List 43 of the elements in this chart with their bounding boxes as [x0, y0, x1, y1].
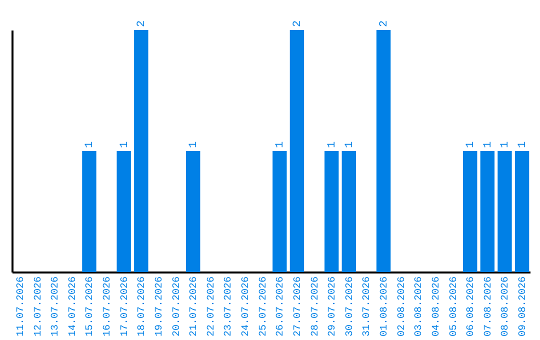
x-tick-label: 23.07.2026: [224, 276, 235, 337]
data-label: 1: [517, 141, 530, 148]
data-label: 1: [344, 141, 356, 148]
data-label: 2: [136, 20, 148, 27]
x-tick-label: 07.08.2026: [483, 276, 494, 337]
data-label: 1: [500, 141, 512, 148]
x-tick-label: 29.07.2026: [328, 276, 339, 337]
x-tick-label: 04.08.2026: [431, 276, 442, 337]
x-tick-label: 24.07.2026: [241, 276, 252, 337]
data-label: 1: [482, 141, 494, 148]
x-tick-label: 27.07.2026: [292, 276, 304, 337]
data-label: 2: [378, 20, 391, 27]
x-tick-label: 17.07.2026: [120, 276, 131, 337]
x-tick-label: 03.08.2026: [414, 276, 426, 337]
x-tick-label: 28.07.2026: [310, 276, 322, 337]
x-tick-label: 11.07.2026: [16, 276, 27, 337]
x-tick-label: 16.07.2026: [102, 276, 114, 337]
x-tick-label: 05.08.2026: [448, 276, 460, 337]
x-tick-label: 01.08.2026: [380, 276, 391, 337]
x-tick-label: 21.07.2026: [189, 276, 200, 337]
x-tick-label: 30.07.2026: [344, 276, 356, 337]
data-label: 1: [84, 141, 96, 148]
x-tick-label: 09.08.2026: [518, 276, 530, 337]
x-tick-label: 20.07.2026: [172, 276, 183, 337]
data-label: 1: [118, 141, 131, 148]
data-label: 1: [274, 141, 287, 148]
x-tick-label: 31.07.2026: [362, 276, 374, 337]
x-tick-label: 18.07.2026: [137, 276, 148, 337]
x-tick-label: 15.07.2026: [85, 276, 96, 337]
x-tick-label: 26.07.2026: [276, 276, 287, 337]
x-tick-label: 19.07.2026: [154, 276, 166, 337]
x-tick-label: 22.07.2026: [206, 276, 218, 337]
x-tick-label: 25.07.2026: [258, 276, 270, 337]
x-tick-label: 06.08.2026: [466, 276, 478, 337]
x-tick-label: 13.07.2026: [50, 276, 62, 337]
x-tick-label: 02.08.2026: [396, 276, 408, 337]
data-label: 2: [292, 20, 304, 27]
data-label: 1: [465, 141, 478, 148]
data-label: 1: [326, 141, 339, 148]
data-label: 1: [188, 141, 200, 148]
x-tick-label: 08.08.2026: [500, 276, 512, 337]
x-tick-label: 12.07.2026: [33, 276, 44, 337]
x-tick-label: 14.07.2026: [68, 276, 79, 337]
